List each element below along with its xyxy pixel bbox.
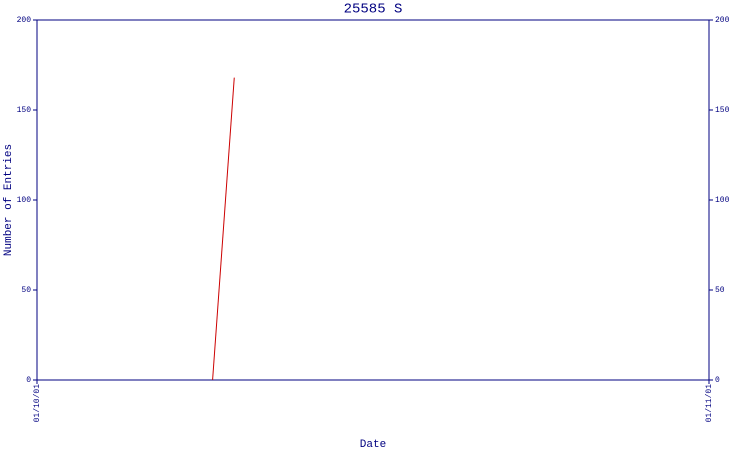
y2-tick-label: 200 <box>715 16 730 25</box>
y-tick-label: 150 <box>17 106 32 115</box>
x-tick-label: 01/11/01 <box>705 384 714 423</box>
y-axis-label: Number of Entries <box>3 144 15 256</box>
y-tick-label: 0 <box>26 376 31 385</box>
plot-frame <box>36 19 710 381</box>
x-axis-label: Date <box>360 439 386 450</box>
y2-tick-label: 150 <box>715 106 730 115</box>
y2-tick-label: 100 <box>715 196 730 205</box>
data-line <box>212 77 235 381</box>
x-tick-label: 01/10/01 <box>33 384 42 423</box>
chart-title: 25585 S <box>344 2 403 18</box>
y-tick-label: 100 <box>17 196 32 205</box>
y2-tick-label: 50 <box>715 286 725 295</box>
y2-tick-label: 0 <box>715 376 720 385</box>
y-tick-label: 200 <box>17 16 32 25</box>
y-tick-label: 50 <box>21 286 31 295</box>
